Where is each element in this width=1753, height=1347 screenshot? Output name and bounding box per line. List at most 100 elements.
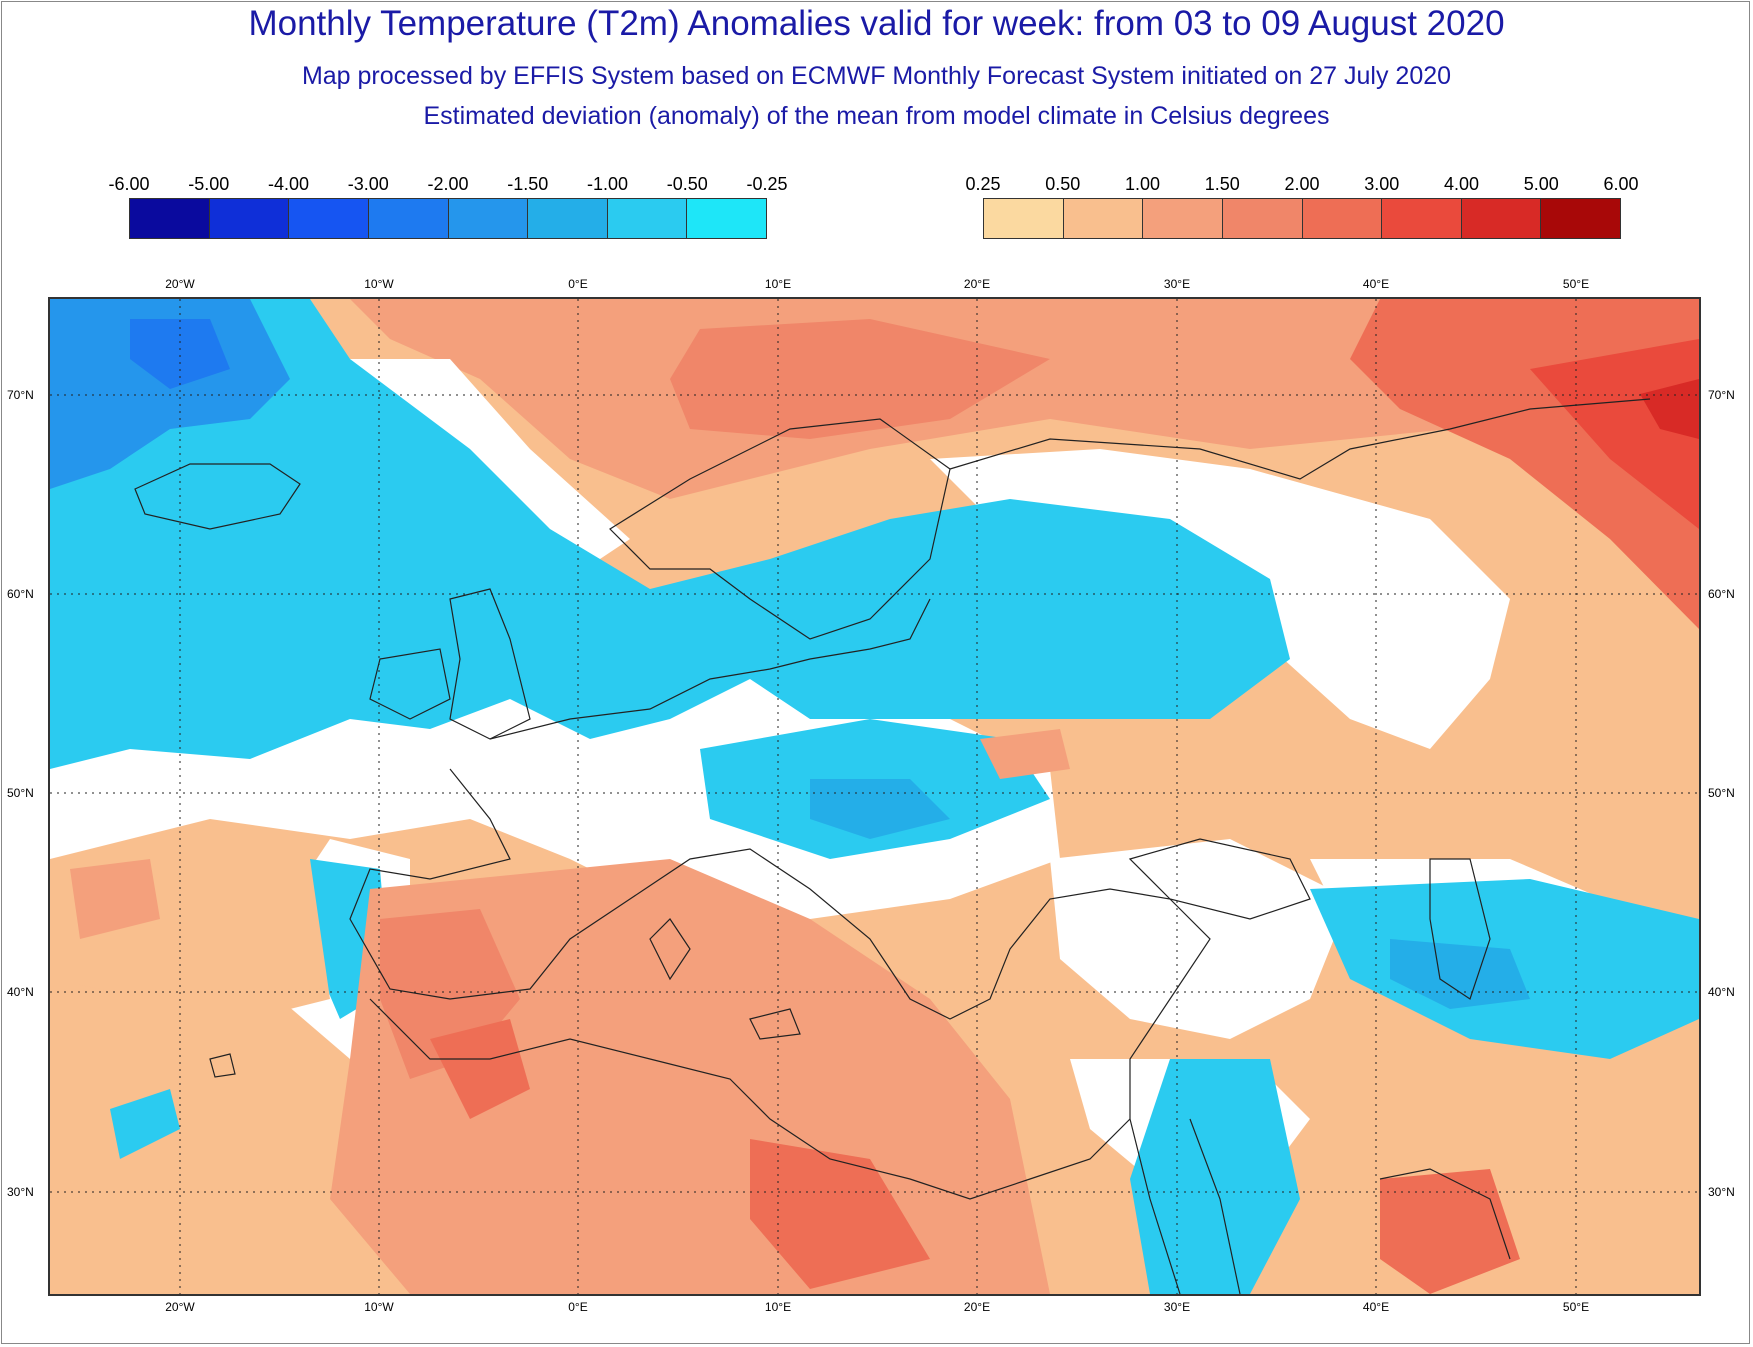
lat-label-right-0: 70°N <box>1708 388 1735 402</box>
cold-region-north-atlantic <box>50 299 1290 769</box>
coast-black-sea <box>1128 838 1311 920</box>
map-description: Estimated deviation (anomaly) of the mea… <box>423 102 1330 130</box>
legend-tick-pos-3: 1.50 <box>1204 174 1240 194</box>
coast-red-sea-east <box>1189 1118 1241 1294</box>
lat-label-right-2: 50°N <box>1708 786 1735 800</box>
hot-region-kara <box>1530 339 1699 529</box>
legend-swatch-neg-2 <box>289 199 369 238</box>
lon-label-top-5: 30°E <box>1163 277 1191 291</box>
legend-tick-neg-3: -3.00 <box>347 174 389 194</box>
legend-tick-neg-8: -0.25 <box>746 174 788 194</box>
legend-swatch-pos-2 <box>1143 199 1223 238</box>
coast-ireland <box>369 648 451 720</box>
legend-swatch-pos-5 <box>1382 199 1462 238</box>
cold-region-canaries <box>110 1089 180 1159</box>
legend-swatch-neg-0 <box>130 199 210 238</box>
legend-swatch-neg-5 <box>528 199 608 238</box>
warm-region-azores <box>70 859 160 939</box>
lon-label-top-6: 40°E <box>1362 277 1390 291</box>
lon-label-top-4: 20°E <box>963 277 991 291</box>
lon-label-top-2: 0°E <box>568 277 588 291</box>
coast-canary-islands <box>209 1053 236 1078</box>
legend-tick-neg-4: -2.00 <box>427 174 469 194</box>
cold-region-alps <box>810 779 950 839</box>
coast-corsica-sardinia <box>649 918 691 981</box>
lon-label-top-3: 10°E <box>764 277 792 291</box>
coast-north-africa <box>369 998 1131 1200</box>
lat-label-left-0: 70°N <box>7 388 34 402</box>
lon-label-bottom-0: 20°W <box>165 1300 195 1314</box>
legend-negative-colorbar <box>129 198 767 239</box>
lon-label-top-7: 50°E <box>1562 277 1590 291</box>
warm-region-libya <box>750 1139 930 1289</box>
neutral-band-black-sea <box>1050 839 1350 1039</box>
anomaly-map-canvas <box>50 299 1699 1294</box>
hot-region-kara-core <box>1640 379 1699 439</box>
coast-great-britain <box>449 588 531 740</box>
legend-tick-pos-0: 0.25 <box>965 174 1001 194</box>
legend-tick-neg-0: -6.00 <box>108 174 150 194</box>
map-title: Monthly Temperature (T2m) Anomalies vali… <box>248 4 1505 43</box>
legend-swatch-pos-4 <box>1302 199 1383 238</box>
warm-region-ukraine <box>980 729 1070 779</box>
legend-swatch-pos-6 <box>1461 199 1542 238</box>
lon-label-bottom-4: 20°E <box>963 1300 991 1314</box>
lon-label-bottom-1: 10°W <box>364 1300 394 1314</box>
map-subtitle: Map processed by EFFIS System based on E… <box>301 62 1452 90</box>
lat-label-left-3: 40°N <box>7 985 34 999</box>
legend-tick-pos-6: 4.00 <box>1443 174 1480 194</box>
cold-region-caucasus-core <box>1390 939 1530 1009</box>
cold-region-denmark-strait <box>130 319 230 389</box>
legend-swatch-neg-4 <box>448 199 529 238</box>
lon-label-top-1: 10°W <box>364 277 394 291</box>
legend-swatch-pos-1 <box>1063 199 1144 238</box>
legend-tick-pos-4: 2.00 <box>1284 174 1320 194</box>
graticule <box>50 299 1699 1294</box>
lon-label-bottom-2: 0°E <box>568 1300 588 1314</box>
lat-label-left-1: 60°N <box>7 587 34 601</box>
coast-red-sea-west <box>1129 1118 1181 1294</box>
legend-tick-neg-5: -1.50 <box>507 174 549 194</box>
coast-mediterranean-north <box>349 768 1211 1119</box>
warm-region-norway-sea <box>670 319 1050 439</box>
coastlines <box>134 398 1651 1294</box>
lat-label-left-4: 30°N <box>7 1185 34 1199</box>
legend-swatch-pos-0 <box>984 199 1064 238</box>
lon-label-top-0: 20°W <box>165 277 195 291</box>
anomaly-map <box>48 297 1701 1296</box>
warm-region-atlas <box>430 1019 530 1119</box>
lat-label-right-4: 30°N <box>1708 1185 1735 1199</box>
legend-tick-neg-6: -1.00 <box>586 174 629 194</box>
legend-tick-neg-7: -0.50 <box>666 174 708 194</box>
coast-north-sea <box>489 598 931 740</box>
legend-swatch-neg-7 <box>687 199 766 238</box>
legend-tick-pos-8: 6.00 <box>1603 174 1639 194</box>
lon-label-bottom-7: 50°E <box>1562 1300 1590 1314</box>
coast-caspian-sea <box>1429 858 1491 1000</box>
cold-region-greenland-sea <box>50 299 290 489</box>
lon-label-bottom-3: 10°E <box>764 1300 792 1314</box>
legend-swatch-neg-6 <box>607 199 688 238</box>
cold-region-arabia <box>1130 1059 1300 1294</box>
coast-iceland <box>134 463 301 530</box>
coast-persian-gulf <box>1379 1168 1511 1260</box>
legend-swatch-pos-7 <box>1541 199 1620 238</box>
legend-tick-neg-1: -5.00 <box>188 174 230 194</box>
coast-sicily <box>749 1008 801 1040</box>
legend-swatch-neg-1 <box>209 199 290 238</box>
warm-region-persian-gulf <box>1380 1169 1520 1294</box>
legend-tick-pos-7: 5.00 <box>1523 174 1559 194</box>
legend-positive-colorbar <box>983 198 1621 239</box>
lat-label-right-1: 60°N <box>1708 587 1735 601</box>
legend-tick-pos-1: 0.50 <box>1045 174 1081 194</box>
lat-label-right-3: 40°N <box>1708 985 1735 999</box>
lon-label-bottom-6: 40°E <box>1362 1300 1390 1314</box>
lon-label-bottom-5: 30°E <box>1163 1300 1191 1314</box>
coast-scandinavia <box>609 418 951 640</box>
legend-tick-neg-2: -4.00 <box>267 174 310 194</box>
coast-arctic <box>949 398 1651 480</box>
legend-swatch-pos-3 <box>1222 199 1303 238</box>
legend-swatch-neg-3 <box>368 199 449 238</box>
lat-label-left-2: 50°N <box>7 786 34 800</box>
